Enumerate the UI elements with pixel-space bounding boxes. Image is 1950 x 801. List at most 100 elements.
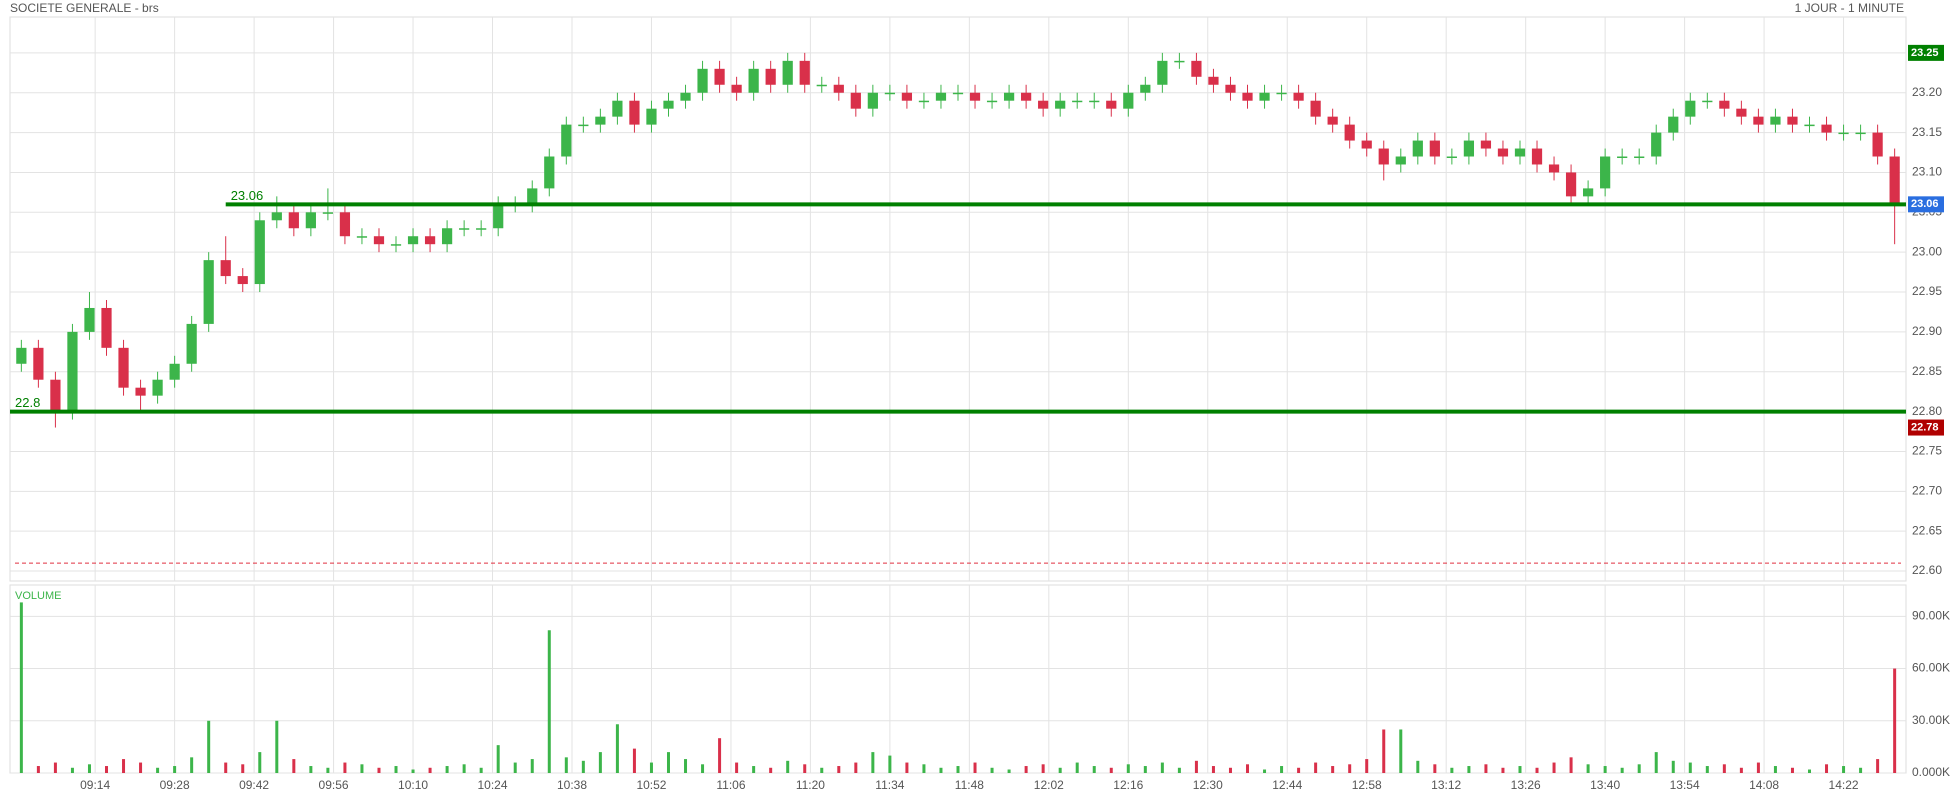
- candle-body: [884, 92, 895, 95]
- volume-bar: [581, 760, 585, 773]
- volume-bar: [207, 720, 211, 773]
- candle-body: [612, 100, 623, 117]
- candle-body: [1480, 140, 1492, 149]
- volume-bar: [1893, 668, 1897, 773]
- candle-body: [1702, 100, 1713, 103]
- x-tick-label: 12:44: [1272, 778, 1302, 792]
- volume-bar: [1825, 764, 1829, 773]
- candle-body: [459, 228, 470, 230]
- volume-bar: [1058, 767, 1062, 773]
- y-tick-label: 22.75: [1912, 444, 1942, 458]
- volume-bar: [752, 766, 756, 773]
- volume-bar: [1773, 766, 1777, 773]
- candle-body: [1617, 156, 1628, 159]
- candle-body: [1140, 84, 1151, 93]
- candle-body: [969, 92, 981, 101]
- candle-body: [595, 116, 606, 125]
- candle-body: [1055, 100, 1066, 109]
- candle-body: [1361, 140, 1372, 149]
- candle-body: [986, 100, 998, 103]
- volume-bar: [1143, 766, 1147, 773]
- volume-bar: [1228, 767, 1232, 773]
- candle-body: [697, 68, 708, 93]
- y-tick-label: 22.65: [1912, 523, 1942, 537]
- candle-body: [1651, 132, 1662, 157]
- candle-body: [527, 188, 538, 205]
- volume-bar: [360, 764, 364, 773]
- volume-bar: [1092, 766, 1096, 773]
- candle-body: [1242, 92, 1253, 101]
- candle-body: [493, 204, 504, 229]
- candle-body: [1157, 60, 1168, 85]
- candle-body: [356, 236, 368, 238]
- volume-bar: [1024, 766, 1028, 773]
- volume-bar: [1160, 762, 1164, 773]
- volume-bar: [1433, 764, 1437, 773]
- candle-body: [1378, 148, 1389, 165]
- volume-bar: [649, 762, 653, 773]
- candle-body: [1106, 100, 1117, 109]
- candle-body: [220, 260, 231, 277]
- candle-body: [1446, 156, 1457, 159]
- candle-body: [782, 60, 793, 85]
- candle-body: [1344, 124, 1355, 141]
- volume-bar: [1297, 767, 1301, 773]
- volume-bar: [1177, 767, 1181, 773]
- volume-bar: [190, 757, 194, 773]
- candle-body: [339, 212, 351, 237]
- candle-body: [1634, 156, 1645, 159]
- y-tick-label: 22.70: [1912, 483, 1942, 497]
- candle-body: [1804, 124, 1815, 127]
- price-badge: [1908, 196, 1944, 213]
- candle-body: [1208, 76, 1219, 85]
- volume-bar: [803, 764, 807, 773]
- candle-body: [271, 212, 282, 221]
- volume-bar: [1467, 766, 1471, 773]
- chart-subtitle: 1 JOUR - 1 MINUTE: [1795, 1, 1904, 15]
- volume-bar: [718, 738, 722, 773]
- volume-bar: [1331, 766, 1335, 773]
- candle-body: [373, 236, 385, 245]
- chart-title: SOCIETE GENERALE - brs: [10, 1, 159, 15]
- volume-bar: [1246, 764, 1250, 773]
- candle-body: [1821, 124, 1832, 133]
- candle-body: [237, 276, 248, 285]
- x-tick-label: 09:42: [239, 778, 269, 792]
- candle-body: [1276, 92, 1287, 95]
- candle-body: [850, 92, 861, 109]
- volume-bar: [1705, 766, 1709, 773]
- price-badge-label: 22.78: [1911, 421, 1939, 433]
- price-badge: [1908, 419, 1944, 436]
- volume-bar: [411, 769, 415, 773]
- candle-body: [441, 228, 453, 245]
- price-badge-label: 23.06: [1911, 198, 1939, 210]
- candle-body: [680, 92, 691, 101]
- x-tick-label: 11:34: [875, 778, 904, 792]
- candle-body: [288, 212, 299, 229]
- volume-bar: [1450, 767, 1454, 773]
- volume-bar: [1722, 764, 1726, 773]
- volume-bar: [735, 762, 739, 773]
- volume-bar: [1688, 762, 1692, 773]
- volume-bar: [1484, 764, 1488, 773]
- candle-body: [1855, 132, 1866, 135]
- volume-bar: [53, 762, 57, 773]
- volume-bar: [70, 767, 74, 773]
- volume-bar: [496, 745, 500, 773]
- x-tick-label: 11:20: [796, 778, 825, 792]
- price-badge: [1908, 44, 1944, 61]
- candle-body: [1089, 100, 1100, 103]
- volume-bar: [615, 724, 619, 773]
- volume-bar: [105, 766, 109, 773]
- candle-body: [1548, 164, 1560, 173]
- volume-bar: [530, 759, 534, 773]
- candle-body: [1872, 132, 1883, 157]
- candle-body: [833, 84, 844, 93]
- volume-bar: [1109, 767, 1113, 773]
- volume-bar: [939, 767, 943, 773]
- candle-body: [663, 100, 674, 109]
- candle-body: [731, 84, 742, 93]
- candle-body: [867, 92, 878, 109]
- volume-bar: [1671, 760, 1675, 773]
- volume-tick-label: 60.00K: [1912, 661, 1950, 675]
